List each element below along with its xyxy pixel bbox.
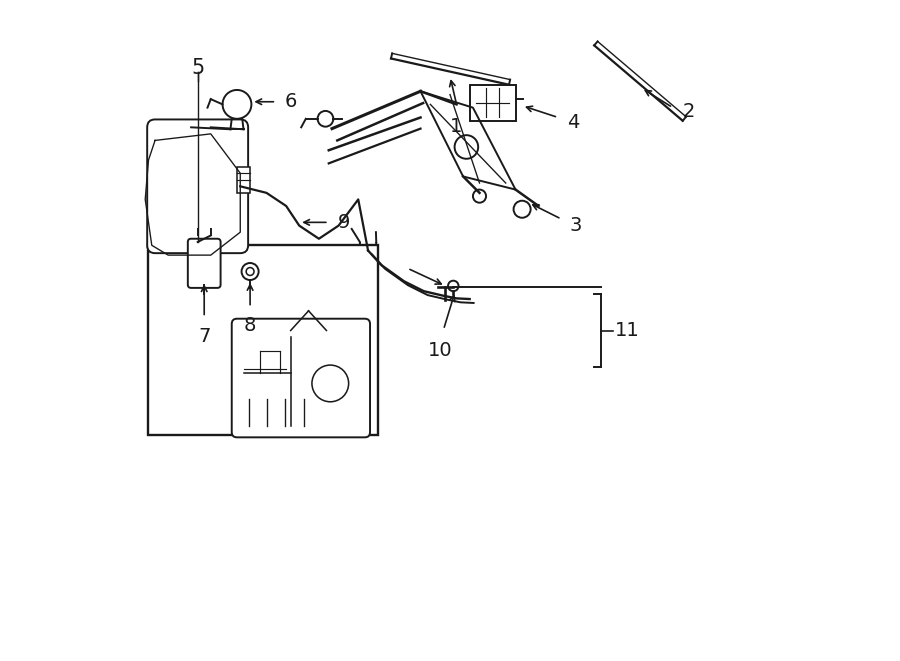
- Bar: [148, 245, 378, 436]
- Text: 1: 1: [450, 118, 463, 136]
- FancyBboxPatch shape: [188, 239, 220, 288]
- Bar: [237, 167, 250, 193]
- FancyBboxPatch shape: [148, 120, 248, 253]
- Text: 6: 6: [284, 93, 297, 111]
- Text: 3: 3: [570, 216, 582, 235]
- Text: 8: 8: [244, 316, 256, 335]
- FancyBboxPatch shape: [231, 319, 370, 438]
- Text: 5: 5: [191, 58, 204, 78]
- FancyBboxPatch shape: [470, 85, 516, 121]
- Text: 7: 7: [198, 327, 211, 346]
- Text: 4: 4: [567, 113, 579, 132]
- Text: 9: 9: [338, 213, 349, 232]
- Text: 11: 11: [616, 321, 640, 340]
- Text: 2: 2: [683, 102, 695, 121]
- Text: 10: 10: [428, 341, 453, 360]
